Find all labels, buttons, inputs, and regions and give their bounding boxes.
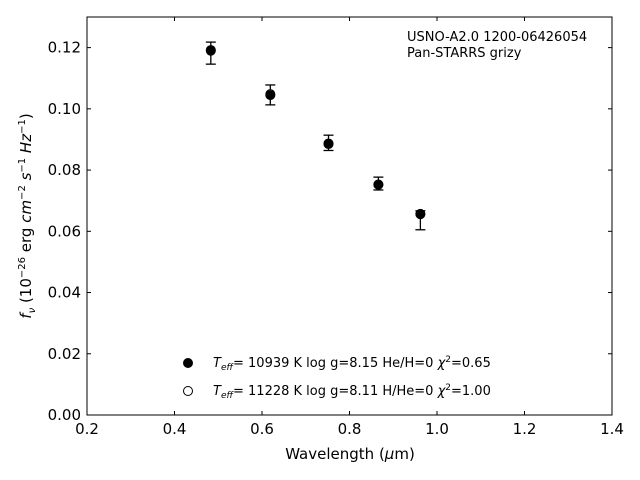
x-tick-label: 0.8 xyxy=(338,420,362,438)
legend-label-1: Teff= 10939 K log g=8.15 He/H=0 χ2=0.65 xyxy=(213,355,491,373)
data-marks xyxy=(205,41,426,231)
x-tick-label: 0.2 xyxy=(75,420,99,438)
y-tick-label: 0.02 xyxy=(48,345,81,363)
x-tick-label: 1.0 xyxy=(425,420,449,438)
model-filled-point xyxy=(415,208,426,219)
y-tick-label: 0.06 xyxy=(48,222,81,240)
x-tick-label: 0.6 xyxy=(250,420,274,438)
y-axis-ticks: 0.00 0.02 0.04 0.06 0.08 0.10 0.12 xyxy=(48,39,612,424)
legend-marker-filled xyxy=(183,358,193,368)
x-axis-label: Wavelength (μm) xyxy=(285,445,415,463)
x-axis-ticks: 0.2 0.4 0.6 0.8 1.0 1.2 1.4 xyxy=(75,17,624,438)
y-tick-label: 0.04 xyxy=(48,284,81,302)
annotation-line-2: Pan-STARRS grizy xyxy=(407,46,522,61)
model-filled-point xyxy=(373,179,384,190)
legend: Teff= 10939 K log g=8.15 He/H=0 χ2=0.65 … xyxy=(183,355,491,401)
annotation-line-1: USNO-A2.0 1200-06426054 xyxy=(407,30,587,45)
x-tick-label: 0.4 xyxy=(163,420,187,438)
x-tick-label: 1.4 xyxy=(600,420,624,438)
legend-marker-open xyxy=(183,386,193,396)
y-tick-label: 0.08 xyxy=(48,161,81,179)
y-axis-label: fν (10−26 erg cm−2 s−1 Hz−1) xyxy=(17,113,38,318)
x-tick-label: 1.2 xyxy=(513,420,537,438)
model-filled-point xyxy=(265,90,276,101)
legend-label-2: Teff= 11228 K log g=8.11 H/He=0 χ2=1.00 xyxy=(213,383,491,401)
model-filled-point xyxy=(205,45,216,56)
y-tick-label: 0.10 xyxy=(48,100,81,118)
y-tick-label: 0.12 xyxy=(48,39,81,57)
model-filled-point xyxy=(323,139,334,150)
y-tick-label: 0.00 xyxy=(48,406,81,424)
